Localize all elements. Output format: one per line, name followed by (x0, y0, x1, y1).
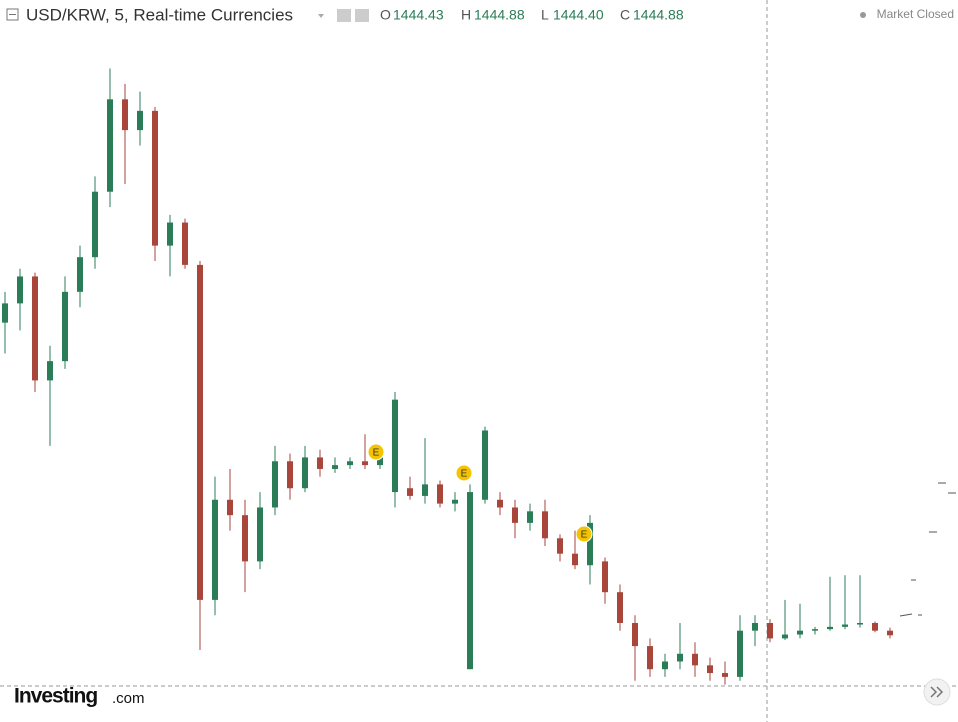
candle-body (197, 264, 203, 600)
candle-body (77, 257, 83, 292)
ohlc-value: 1444.43 (393, 7, 444, 23)
candle-body (572, 553, 578, 566)
candle-body (557, 538, 563, 554)
candle-body (812, 629, 818, 631)
candle-body (137, 110, 143, 131)
candle-body (287, 461, 293, 489)
ohlc-label: L (541, 7, 549, 23)
ohlc-label: O (380, 7, 391, 23)
ohlc-value: 1444.88 (474, 7, 525, 23)
candle-body (437, 484, 443, 504)
candle-body (707, 665, 713, 674)
event-label: E (581, 530, 588, 541)
candle-body (392, 399, 398, 493)
candle-body (407, 488, 413, 496)
icon-settings[interactable] (355, 9, 369, 22)
candle-body (227, 499, 233, 516)
future-ticks (899, 482, 956, 617)
candle-body (452, 499, 458, 504)
candle-body (122, 99, 128, 131)
candle-body (107, 99, 113, 192)
brand-suffix: .com (112, 690, 145, 707)
candle-body (842, 624, 848, 627)
candle-body (662, 661, 668, 670)
candle-body (512, 507, 518, 523)
candle-body (767, 622, 773, 639)
candle-body (542, 511, 548, 539)
candle-body (347, 461, 353, 466)
candle-body (92, 191, 98, 258)
candle-body (242, 515, 248, 562)
candle-body (167, 222, 173, 246)
candle-body (182, 222, 188, 265)
candle-body (857, 622, 863, 625)
candle-body (2, 303, 8, 323)
brand-name: Investing (14, 685, 97, 708)
candle-body (62, 291, 68, 362)
candle-body (257, 507, 263, 562)
candle-body (797, 630, 803, 635)
candle-body (722, 673, 728, 677)
candle-body (362, 461, 368, 466)
ohlc-value: 1444.88 (633, 7, 684, 23)
candle-body (302, 457, 308, 489)
candle-body (692, 653, 698, 666)
candle-body (647, 646, 653, 670)
candle-body (827, 626, 833, 630)
event-label: E (373, 448, 380, 459)
candle-body (497, 499, 503, 508)
candle-body (737, 630, 743, 677)
candle-body (602, 561, 608, 593)
candle-body (32, 276, 38, 381)
candle-body (152, 110, 158, 246)
candle-body (422, 484, 428, 496)
candle-body (527, 511, 533, 523)
candle-body (617, 592, 623, 623)
candle-body (467, 492, 473, 670)
candle-body (677, 653, 683, 662)
scroll-icon (930, 686, 944, 698)
candle-body (632, 622, 638, 647)
market-status: Market Closed (877, 7, 954, 21)
collapse-icon[interactable] (6, 8, 19, 21)
event-badge (455, 464, 473, 482)
candle-body (377, 457, 383, 466)
ohlc-label: C (620, 7, 630, 23)
candle-body (482, 430, 488, 500)
candle-body (887, 630, 893, 636)
chart-title: USD/KRW, 5, Real-time Currencies (26, 5, 293, 24)
candle-body (587, 522, 593, 566)
candle-body (212, 499, 218, 600)
dropdown-caret[interactable] (318, 14, 324, 18)
candle-body (782, 634, 788, 639)
ohlc-label: H (461, 7, 471, 23)
candle-body (872, 622, 878, 631)
icon-eye[interactable] (337, 9, 351, 22)
status-dot (860, 12, 866, 18)
event-badge (367, 443, 385, 461)
event-label: E (461, 469, 468, 480)
event-badge (575, 525, 593, 543)
candle-body (47, 361, 53, 381)
candle-body (317, 457, 323, 469)
candle-body (752, 622, 758, 631)
candle-body (272, 461, 278, 508)
candle-body (332, 465, 338, 469)
candle-body (17, 276, 23, 304)
ohlc-value: 1444.40 (553, 7, 604, 23)
